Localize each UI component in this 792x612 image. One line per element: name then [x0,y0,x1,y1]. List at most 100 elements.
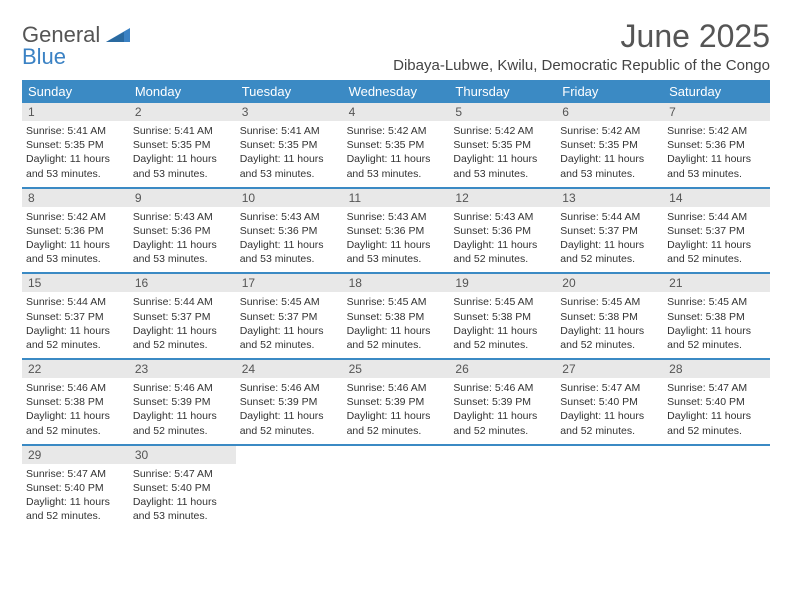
calendar: Sunday Monday Tuesday Wednesday Thursday… [22,80,770,529]
day-detail-line: Sunrise: 5:45 AM [240,295,339,309]
day-detail-line: Sunset: 5:39 PM [453,395,552,409]
day-details: Sunrise: 5:41 AMSunset: 5:35 PMDaylight:… [129,121,236,181]
day-number: 30 [129,446,236,464]
day-detail-line: Sunset: 5:37 PM [560,224,659,238]
day-detail-line: Daylight: 11 hours [667,238,766,252]
day-number: 14 [663,189,770,207]
day-detail-line: and 52 minutes. [347,424,446,438]
day-detail-line: and 53 minutes. [240,167,339,181]
day-detail-line: Daylight: 11 hours [26,324,125,338]
day-detail-line: and 53 minutes. [26,252,125,266]
day-number: 16 [129,274,236,292]
brand-part2: Blue [22,44,66,69]
day-cell: 29Sunrise: 5:47 AMSunset: 5:40 PMDayligh… [22,446,129,530]
day-detail-line: Sunset: 5:40 PM [667,395,766,409]
day-details: Sunrise: 5:47 AMSunset: 5:40 PMDaylight:… [556,378,663,438]
day-detail-line: and 52 minutes. [453,338,552,352]
day-detail-line: Sunrise: 5:42 AM [347,124,446,138]
day-details: Sunrise: 5:45 AMSunset: 5:38 PMDaylight:… [343,292,450,352]
day-detail-line: Daylight: 11 hours [133,495,232,509]
day-details: Sunrise: 5:46 AMSunset: 5:39 PMDaylight:… [129,378,236,438]
empty-cell [236,446,343,530]
empty-cell [343,446,450,530]
empty-cell [663,446,770,530]
day-detail-line: and 53 minutes. [347,167,446,181]
day-detail-line: Sunrise: 5:43 AM [240,210,339,224]
day-details: Sunrise: 5:43 AMSunset: 5:36 PMDaylight:… [343,207,450,267]
day-cell: 1Sunrise: 5:41 AMSunset: 5:35 PMDaylight… [22,103,129,187]
day-detail-line: Sunrise: 5:43 AM [347,210,446,224]
day-cell: 14 Sunrise: 5:44 AMSunset: 5:37 PMDayligh… [663,189,770,273]
day-detail-line: Daylight: 11 hours [347,238,446,252]
day-detail-line: and 53 minutes. [667,167,766,181]
day-detail-line: Daylight: 11 hours [133,152,232,166]
day-detail-line: Daylight: 11 hours [453,152,552,166]
logo-triangle-icon [106,22,130,47]
day-details: Sunrise: 5:47 AMSunset: 5:40 PMDaylight:… [663,378,770,438]
day-detail-line: Daylight: 11 hours [453,409,552,423]
brand-logo: General Blue [22,24,130,68]
day-detail-line: Daylight: 11 hours [26,152,125,166]
day-number: 28 [663,360,770,378]
day-cell: 5Sunrise: 5:42 AMSunset: 5:35 PMDaylight… [449,103,556,187]
day-number: 2 [129,103,236,121]
day-detail-line: Sunrise: 5:46 AM [26,381,125,395]
day-details: Sunrise: 5:46 AMSunset: 5:38 PMDaylight:… [22,378,129,438]
day-number: 10 [236,189,343,207]
day-detail-line: and 53 minutes. [133,509,232,523]
day-number: 23 [129,360,236,378]
day-cell: 30Sunrise: 5:47 AMSunset: 5:40 PMDayligh… [129,446,236,530]
day-details: Sunrise: 5:43 AMSunset: 5:36 PMDaylight:… [449,207,556,267]
day-cell: 8Sunrise: 5:42 AMSunset: 5:36 PMDaylight… [22,189,129,273]
day-detail-line: Sunset: 5:36 PM [133,224,232,238]
day-detail-line: Sunset: 5:36 PM [347,224,446,238]
week-row: 29Sunrise: 5:47 AMSunset: 5:40 PMDayligh… [22,446,770,530]
day-detail-line: Sunrise: 5:44 AM [26,295,125,309]
day-details: Sunrise: 5:42 AMSunset: 5:35 PMDaylight:… [556,121,663,181]
day-detail-line: Sunset: 5:38 PM [347,310,446,324]
location-text: Dibaya-Lubwe, Kwilu, Democratic Republic… [393,57,770,74]
day-detail-line: Daylight: 11 hours [560,152,659,166]
day-cell: 22Sunrise: 5:46 AMSunset: 5:38 PMDayligh… [22,360,129,444]
day-cell: 18Sunrise: 5:45 AMSunset: 5:38 PMDayligh… [343,274,450,358]
day-detail-line: and 52 minutes. [240,424,339,438]
day-detail-line: Sunrise: 5:46 AM [453,381,552,395]
day-details: Sunrise: 5:44 AMSunset: 5:37 PMDaylight:… [22,292,129,352]
day-number: 3 [236,103,343,121]
day-detail-line: Sunset: 5:40 PM [560,395,659,409]
day-detail-line: Sunrise: 5:43 AM [453,210,552,224]
weekday-label: Sunday [22,80,129,103]
day-detail-line: Sunrise: 5:44 AM [667,210,766,224]
day-detail-line: Sunrise: 5:41 AM [133,124,232,138]
weekday-label: Monday [129,80,236,103]
day-cell: 10Sunrise: 5:43 AMSunset: 5:36 PMDayligh… [236,189,343,273]
day-detail-line: Sunrise: 5:45 AM [347,295,446,309]
day-number: 8 [22,189,129,207]
day-detail-line: Daylight: 11 hours [347,324,446,338]
day-detail-line: Sunrise: 5:45 AM [560,295,659,309]
day-detail-line: Sunset: 5:39 PM [240,395,339,409]
day-detail-line: Sunset: 5:39 PM [133,395,232,409]
day-number: 24 [236,360,343,378]
day-detail-line: Sunset: 5:35 PM [26,138,125,152]
day-cell: 4Sunrise: 5:42 AMSunset: 5:35 PMDaylight… [343,103,450,187]
day-detail-line: Sunrise: 5:45 AM [667,295,766,309]
week-row: 1Sunrise: 5:41 AMSunset: 5:35 PMDaylight… [22,103,770,189]
weekday-label: Saturday [663,80,770,103]
day-details: Sunrise: 5:44 AMSunset: 5:37 PMDaylight:… [129,292,236,352]
day-detail-line: Daylight: 11 hours [667,324,766,338]
day-detail-line: Sunset: 5:37 PM [667,224,766,238]
day-detail-line: and 52 minutes. [26,509,125,523]
day-details: Sunrise: 5:41 AMSunset: 5:35 PMDaylight:… [22,121,129,181]
day-number: 25 [343,360,450,378]
day-cell: 26Sunrise: 5:46 AMSunset: 5:39 PMDayligh… [449,360,556,444]
day-detail-line: Daylight: 11 hours [560,238,659,252]
day-details: Sunrise: 5:45 AMSunset: 5:37 PMDaylight:… [236,292,343,352]
day-detail-line: Sunset: 5:36 PM [240,224,339,238]
day-detail-line: Sunset: 5:40 PM [26,481,125,495]
week-row: 15Sunrise: 5:44 AMSunset: 5:37 PMDayligh… [22,274,770,360]
day-number: 6 [556,103,663,121]
day-detail-line: Sunrise: 5:47 AM [133,467,232,481]
day-details: Sunrise: 5:46 AMSunset: 5:39 PMDaylight:… [343,378,450,438]
day-number: 27 [556,360,663,378]
